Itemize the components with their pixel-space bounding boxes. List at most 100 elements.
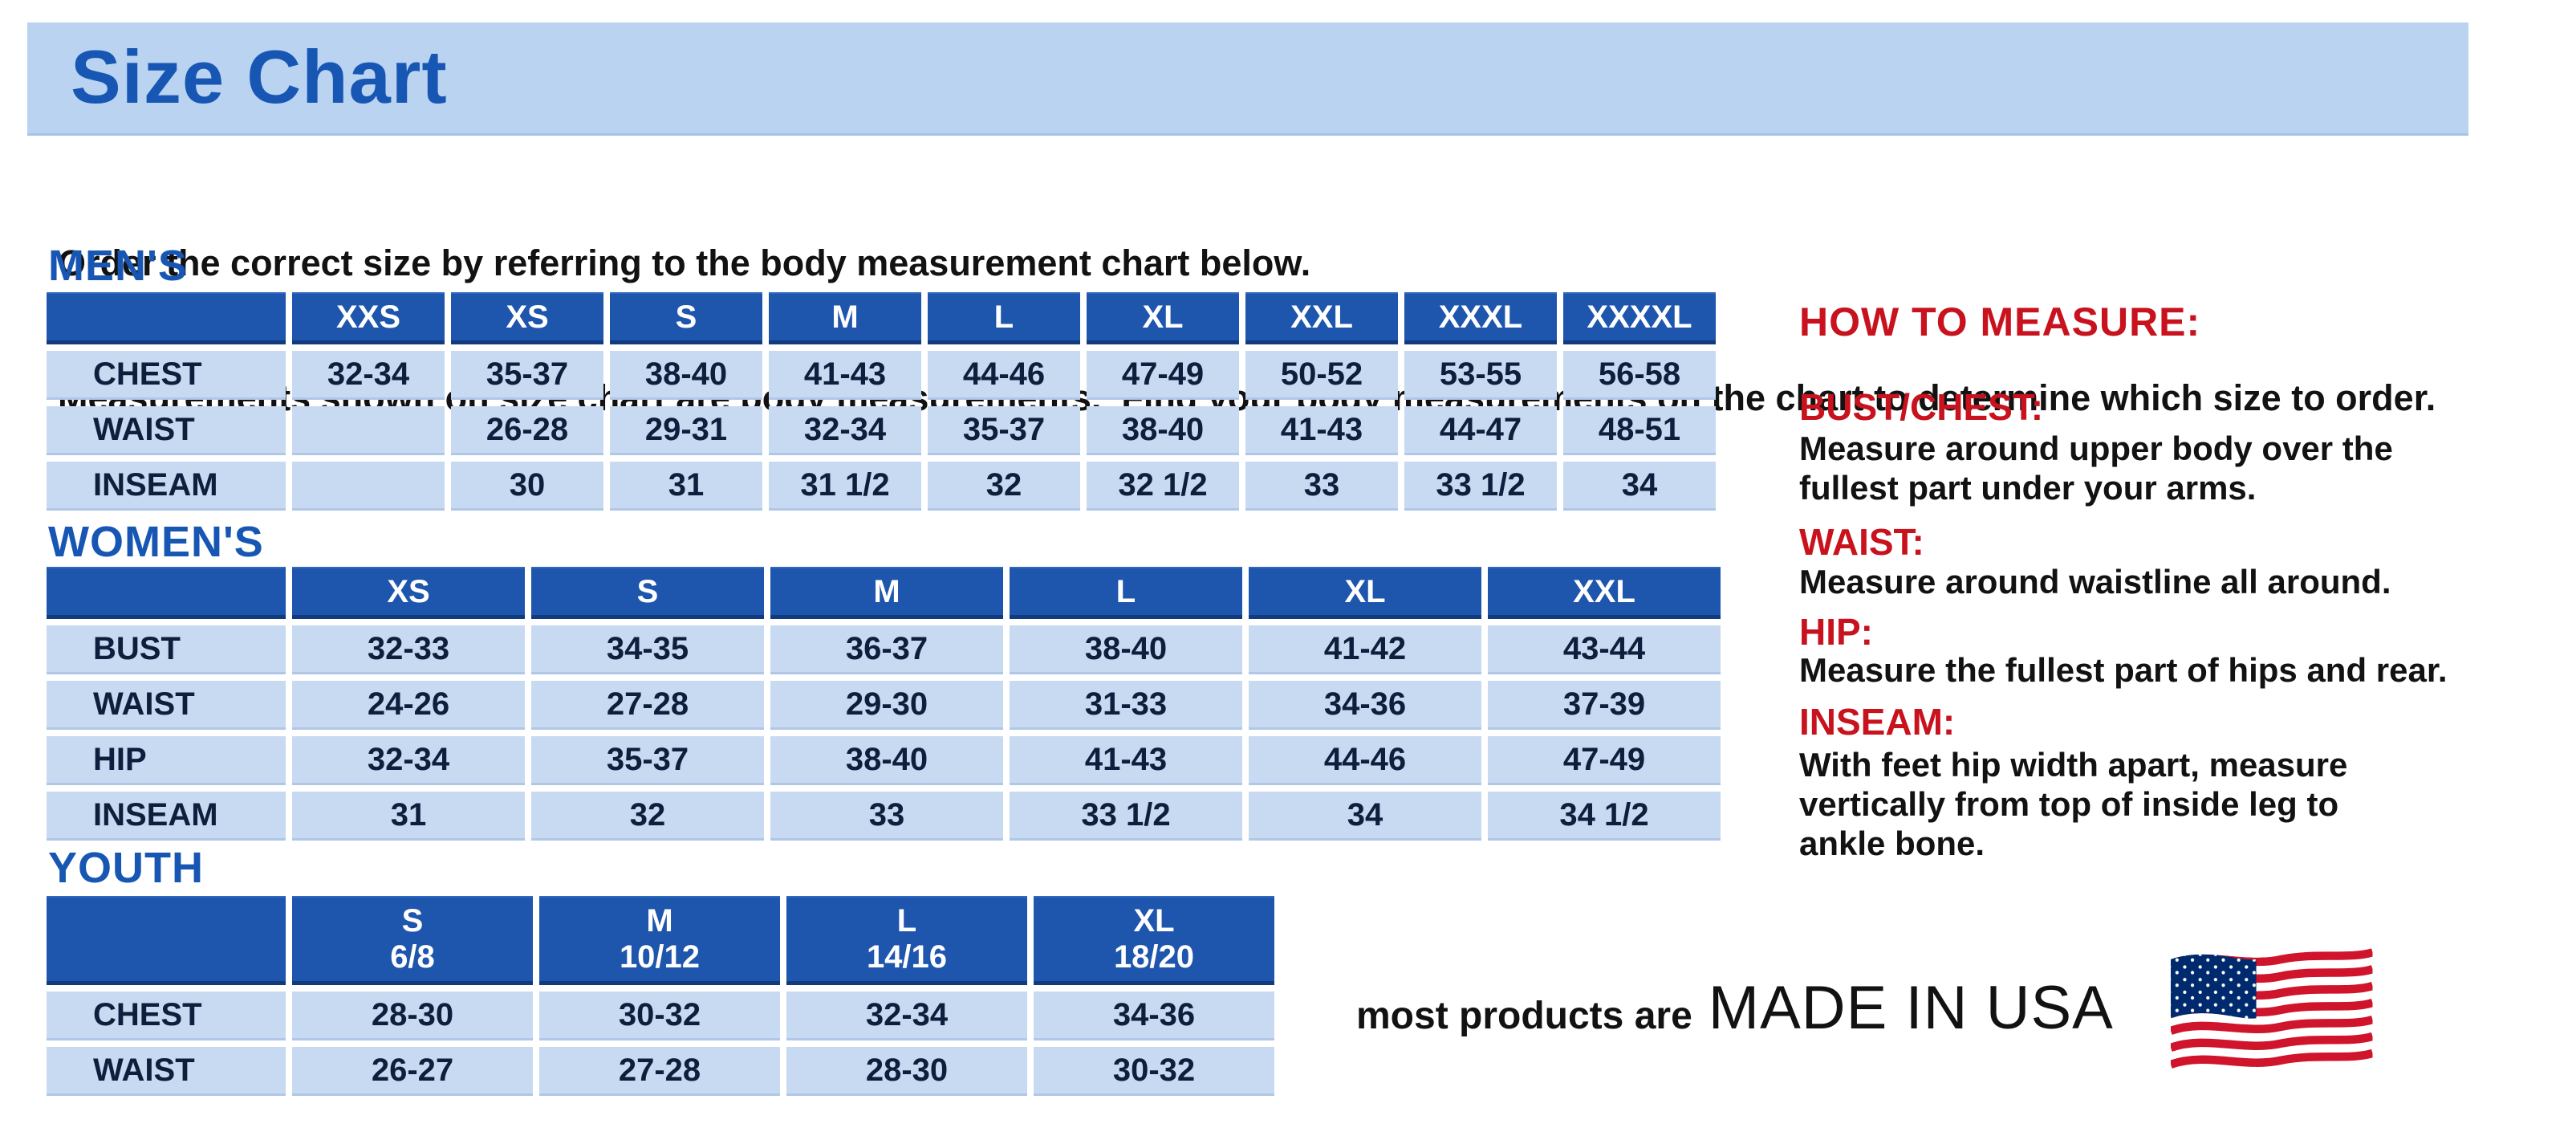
womens-size-table-container: XS S M L XL XXL BUST 32-33 34-35 36-37 38-40 41-42 4…: [40, 560, 1727, 847]
youth-table-row: WAIST 26-27 27-28 28-30 30-32: [47, 1047, 1274, 1096]
mens-measurement-cell: 32-34: [769, 406, 921, 455]
womens-size-table: XS S M L XL XXL BUST 32-33 34-35 36-37 38-40 41-42 4…: [40, 560, 1727, 847]
made-in-usa-line: most products are MADE IN USA: [1356, 973, 2114, 1043]
measure-label-bust-chest: BUST/CHEST:: [1799, 386, 2044, 428]
youth-column-header: XL 18/20: [1034, 896, 1274, 985]
womens-row-label: INSEAM: [47, 792, 286, 841]
mens-measurement-cell: 50-52: [1245, 351, 1398, 400]
mens-measurement-cell: 53-55: [1404, 351, 1557, 400]
womens-measurement-cell: 38-40: [770, 736, 1003, 785]
womens-table-row: WAIST 24-26 27-28 29-30 31-33 34-36 37-39: [47, 681, 1721, 730]
how-to-measure-heading: HOW TO MEASURE:: [1799, 299, 2201, 344]
mens-table-row: CHEST 32-34 35-37 38-40 41-43 44-46 47-49 50-52…: [47, 351, 1716, 400]
youth-measurement-cell: 30-32: [539, 992, 780, 1040]
womens-measurement-cell: 31-33: [1010, 681, 1242, 730]
mens-measurement-cell: 48-51: [1563, 406, 1716, 455]
womens-column-header: M: [770, 567, 1003, 619]
mens-section-heading: MEN'S: [48, 242, 188, 290]
womens-row-label: HIP: [47, 736, 286, 785]
womens-measurement-cell: 32-33: [292, 625, 525, 674]
womens-measurement-cell: 47-49: [1488, 736, 1721, 785]
mens-measurement-cell: 33: [1245, 462, 1398, 511]
youth-size-table: S 6/8 M 10/12 L 14/16 XL 18/20 CHEST 28-30 30-…: [40, 890, 1281, 1102]
womens-column-header: S: [531, 567, 764, 619]
mens-measurement-cell: 41-43: [769, 351, 921, 400]
measure-label-inseam: INSEAM:: [1799, 701, 1956, 743]
youth-column-header: L 14/16: [786, 896, 1027, 985]
youth-column-header: S 6/8: [292, 896, 533, 985]
youth-measurement-cell: 27-28: [539, 1047, 780, 1096]
womens-measurement-cell: 24-26: [292, 681, 525, 730]
womens-table-row: BUST 32-33 34-35 36-37 38-40 41-42 43-44: [47, 625, 1721, 674]
womens-corner-cell: [47, 567, 286, 619]
mens-row-label: INSEAM: [47, 462, 286, 511]
womens-measurement-cell: 34-36: [1249, 681, 1481, 730]
mens-measurement-cell: 35-37: [928, 406, 1080, 455]
womens-measurement-cell: 35-37: [531, 736, 764, 785]
mens-measurement-cell: 26-28: [451, 406, 603, 455]
mens-column-header: L: [928, 292, 1080, 344]
womens-table-row: INSEAM 31 32 33 33 1/2 34 34 1/2: [47, 792, 1721, 841]
mens-measurement-cell: 34: [1563, 462, 1716, 511]
womens-measurement-cell: 32: [531, 792, 764, 841]
measure-text-inseam: With feet hip width apart, measure verti…: [1799, 746, 2348, 862]
mens-measurement-cell: 56-58: [1563, 351, 1716, 400]
womens-measurement-cell: 36-37: [770, 625, 1003, 674]
womens-measurement-cell: 29-30: [770, 681, 1003, 730]
youth-section-heading: YOUTH: [48, 844, 204, 892]
womens-measurement-cell: 43-44: [1488, 625, 1721, 674]
youth-table-row: CHEST 28-30 30-32 32-34 34-36: [47, 992, 1274, 1040]
womens-row-label: BUST: [47, 625, 286, 674]
youth-measurement-cell: 26-27: [292, 1047, 533, 1096]
youth-measurement-cell: 34-36: [1034, 992, 1274, 1040]
womens-measurement-cell: 41-43: [1010, 736, 1242, 785]
mens-column-header: XXXXL: [1563, 292, 1716, 344]
mens-measurement-cell: 41-43: [1245, 406, 1398, 455]
womens-measurement-cell: 32-34: [292, 736, 525, 785]
mens-measurement-cell: 30: [451, 462, 603, 511]
womens-measurement-cell: 34-35: [531, 625, 764, 674]
mens-column-header: XS: [451, 292, 603, 344]
mens-row-label: WAIST: [47, 406, 286, 455]
measure-text-waist: Measure around waistline all around.: [1799, 563, 2391, 601]
womens-measurement-cell: 33: [770, 792, 1003, 841]
page-title: Size Chart: [71, 35, 448, 119]
mens-column-header: XXL: [1245, 292, 1398, 344]
mens-column-header: XXXL: [1404, 292, 1557, 344]
womens-measurement-cell: 33 1/2: [1010, 792, 1242, 841]
mens-column-header: XXS: [292, 292, 445, 344]
mens-column-header: S: [610, 292, 762, 344]
womens-measurement-cell: 37-39: [1488, 681, 1721, 730]
mens-table-row: INSEAM 30 31 31 1/2 32 32 1/2 33 33 1/2 34: [47, 462, 1716, 511]
measure-text-bust-chest: Measure around upper body over the fulle…: [1799, 430, 2393, 507]
womens-measurement-cell: 44-46: [1249, 736, 1481, 785]
womens-measurement-cell: 31: [292, 792, 525, 841]
womens-table-row: HIP 32-34 35-37 38-40 41-43 44-46 47-49: [47, 736, 1721, 785]
youth-measurement-cell: 32-34: [786, 992, 1027, 1040]
youth-corner-cell: [47, 896, 286, 985]
womens-row-label: WAIST: [47, 681, 286, 730]
womens-section-heading: WOMEN'S: [48, 518, 264, 566]
youth-column-header: M 10/12: [539, 896, 780, 985]
mens-measurement-cell: 32 1/2: [1087, 462, 1239, 511]
womens-measurement-cell: 41-42: [1249, 625, 1481, 674]
mens-measurement-cell: 29-31: [610, 406, 762, 455]
womens-column-header: XXL: [1488, 567, 1721, 619]
us-flag-icon: [2165, 938, 2375, 1079]
mens-size-table: XXS XS S M L XL XXL XXXL XXXXL CHEST 32-34 35-37 38-…: [40, 286, 1722, 517]
mens-measurement-cell: 35-37: [451, 351, 603, 400]
mens-measurement-cell: 31: [610, 462, 762, 511]
youth-measurement-cell: 30-32: [1034, 1047, 1274, 1096]
intro-line-1: Order the correct size by referring to t…: [58, 242, 1311, 283]
youth-row-label: CHEST: [47, 992, 286, 1040]
womens-measurement-cell: 34 1/2: [1488, 792, 1721, 841]
womens-measurement-cell: 27-28: [531, 681, 764, 730]
mens-column-header: XL: [1087, 292, 1239, 344]
mens-measurement-cell: 44-46: [928, 351, 1080, 400]
mens-measurement-cell: [292, 462, 445, 511]
womens-column-header: XS: [292, 567, 525, 619]
measure-label-hip: HIP:: [1799, 611, 1873, 653]
youth-measurement-cell: 28-30: [786, 1047, 1027, 1096]
measure-label-waist: WAIST:: [1799, 521, 1924, 563]
